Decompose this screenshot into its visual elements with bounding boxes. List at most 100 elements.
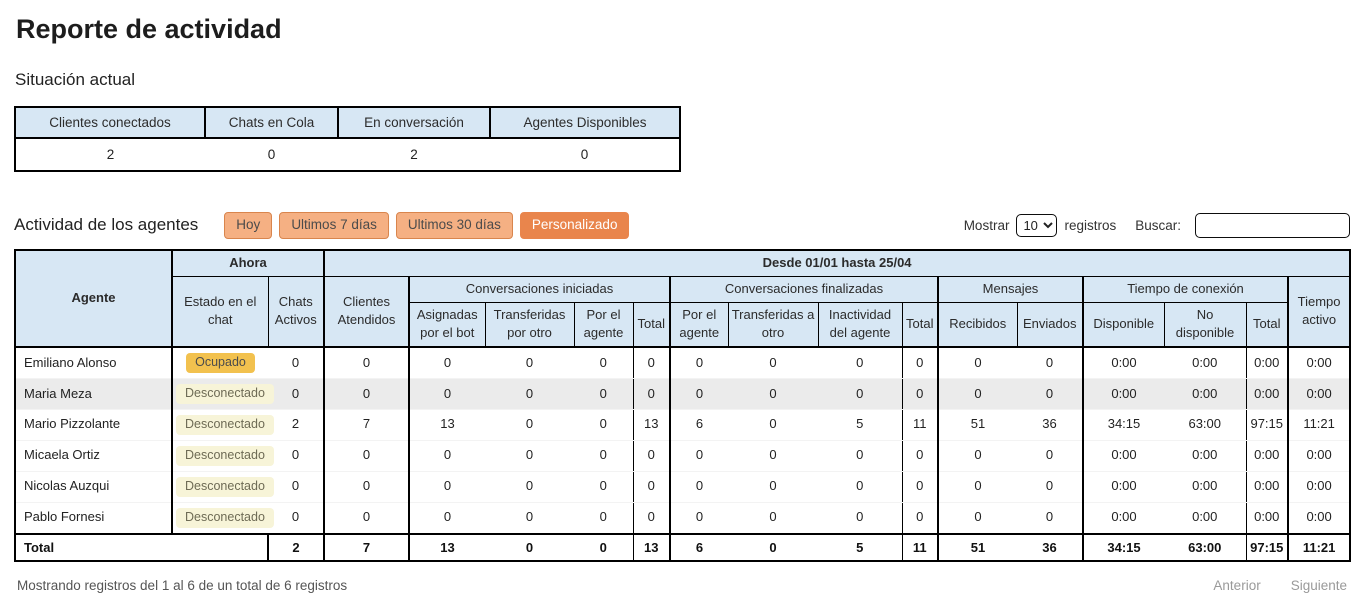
table-cell: 0: [938, 471, 1017, 503]
status-header-row: Clientes conectados Chats en Cola En con…: [14, 106, 681, 139]
table-cell: 0: [633, 378, 671, 410]
total-cell: 0: [485, 532, 574, 561]
header-conversaciones-iniciadas: Conversaciones iniciadas: [408, 275, 671, 303]
report-page: Reporte de actividad Situación actual Cl…: [0, 14, 1364, 593]
table-cell: 0:00: [1164, 471, 1247, 503]
header-ahora: Ahora: [171, 249, 325, 277]
table-cell: 0:00: [1246, 378, 1289, 410]
header-total-conexion: Total: [1245, 301, 1289, 348]
total-cell: 2: [268, 532, 325, 561]
table-cell: 0: [902, 346, 939, 380]
status-col-chats-en-cola: Chats en Cola: [204, 106, 339, 139]
header-tiempo-activo: Tiempo activo: [1287, 275, 1351, 348]
agents-table: Agente Ahora Desde 01/01 hasta 25/04 Est…: [14, 248, 1352, 562]
agent-status-cell: Desconectado: [172, 471, 274, 503]
table-cell: 0: [574, 378, 634, 410]
pagination-previous[interactable]: Anterior: [1213, 577, 1261, 593]
table-cell: 0: [818, 346, 903, 380]
table-controls: Mostrar 10 registros Buscar:: [957, 212, 1350, 238]
table-cell: 0: [818, 502, 903, 535]
table-cell: 0: [670, 378, 728, 410]
table-row: Pablo Fornesi Desconectado 0 0 0 0 0 0 0 0 0 0 0 0 0:0…: [15, 502, 1351, 535]
filter-30-dias-button[interactable]: Ultimos 30 días: [395, 212, 513, 239]
search-input[interactable]: [1195, 212, 1350, 238]
table-cell: 0: [728, 346, 818, 380]
table-cell: 0: [409, 471, 485, 503]
table-cell: 11: [902, 409, 939, 441]
agent-name: Nicolas Auzqui: [15, 471, 173, 503]
table-cell: 0: [485, 409, 574, 441]
table-cell: 13: [633, 409, 671, 441]
current-status-heading: Situación actual: [15, 70, 136, 89]
pagination: Anterior Siguiente: [1213, 578, 1347, 593]
table-cell: 2: [268, 409, 325, 441]
table-row: Mario Pizzolante Desconectado 2 7 13 0 0 13 6 0 5 1…: [15, 409, 1351, 441]
table-cell: 0: [1017, 378, 1084, 410]
status-col-agentes-disponibles: Agentes Disponibles: [489, 106, 681, 139]
status-badge: Desconectado: [176, 445, 274, 466]
table-cell: 6: [670, 409, 728, 441]
table-cell: 0: [485, 471, 574, 503]
table-cell: 0: [268, 346, 325, 380]
table-cell: 0:00: [1083, 378, 1164, 410]
table-cell: 63:00: [1164, 409, 1247, 441]
status-value-agentes-disponibles: 0: [580, 147, 589, 162]
table-cell: 0:00: [1083, 502, 1164, 535]
agent-status-cell: Desconectado: [172, 409, 274, 441]
table-cell: 0: [818, 378, 903, 410]
table-cell: 0:00: [1246, 471, 1289, 503]
status-value-en-conversacion: 2: [410, 147, 418, 162]
table-cell: 0:00: [1246, 440, 1289, 472]
table-cell: 0: [268, 471, 325, 503]
status-badge: Desconectado: [176, 384, 274, 404]
filter-personalizado-button[interactable]: Personalizado: [519, 212, 630, 239]
table-cell: 0: [485, 378, 574, 410]
total-cell: 97:15: [1246, 532, 1289, 561]
table-cell: 0: [938, 378, 1017, 410]
table-cell: 7: [324, 409, 410, 441]
table-cell: 0:00: [1288, 471, 1351, 503]
header-inactividad-agente: Inactividad del agente: [817, 301, 903, 348]
pagination-next[interactable]: Siguiente: [1290, 577, 1347, 593]
table-cell: 0: [728, 502, 818, 535]
table-cell: 0: [902, 471, 939, 503]
table-footer: Mostrando registros del 1 al 6 de un tot…: [14, 578, 1350, 593]
total-cell: 7: [324, 532, 410, 561]
agent-status-cell: Desconectado: [172, 502, 274, 535]
table-cell: 0: [728, 471, 818, 503]
table-row: Emiliano Alonso Ocupado 0 0 0 0 0 0 0 0 0 0 0 0 0:00 0:…: [15, 346, 1351, 380]
header-periodo: Desde 01/01 hasta 25/04: [323, 249, 1351, 277]
table-cell: 0: [1017, 440, 1084, 472]
records-label: registros: [1064, 217, 1117, 233]
filter-hoy-button[interactable]: Hoy: [224, 212, 273, 239]
table-cell: 0:00: [1164, 440, 1247, 472]
header-mensajes: Mensajes: [937, 275, 1084, 303]
header-asignadas-bot: Asignadas por el bot: [408, 301, 486, 348]
table-cell: 0: [409, 502, 485, 535]
table-cell: 0: [938, 440, 1017, 472]
table-row: Micaela Ortiz Desconectado 0 0 0 0 0 0 0 0 0 0 0 0 0:0…: [15, 440, 1351, 472]
status-badge: Desconectado: [176, 507, 274, 528]
table-cell: 0: [670, 440, 728, 472]
table-cell: 13: [409, 409, 485, 441]
total-label: Total: [15, 532, 269, 561]
table-cell: 0: [268, 502, 325, 535]
total-cell: 13: [633, 532, 671, 561]
header-chats-activos: Chats Activos: [267, 275, 325, 348]
total-cell: 34:15: [1083, 532, 1164, 561]
total-cell: 11: [902, 532, 939, 561]
status-values-row: 2 0 2 0: [15, 138, 680, 171]
page-size-select[interactable]: 10: [1016, 213, 1058, 237]
agent-status-cell: Ocupado: [172, 346, 268, 380]
filter-7-dias-button[interactable]: Ultimos 7 días: [279, 212, 389, 239]
table-cell: 0: [324, 471, 410, 503]
table-cell: 0:00: [1288, 440, 1351, 472]
status-col-clientes-conectados: Clientes conectados: [14, 106, 206, 139]
table-cell: 0: [409, 346, 485, 380]
current-status-table: Clientes conectados Chats en Cola En con…: [14, 106, 681, 172]
header-por-el-agente-iniciadas: Por el agente: [573, 301, 634, 348]
table-cell: 0:00: [1246, 346, 1289, 380]
total-row: Total 2 7 13 0 0 13 6 0 5 11 51 36 34:15 63:00 97:15 11:…: [15, 532, 1351, 561]
table-cell: 0: [268, 378, 325, 410]
table-cell: 0:00: [1164, 346, 1247, 380]
